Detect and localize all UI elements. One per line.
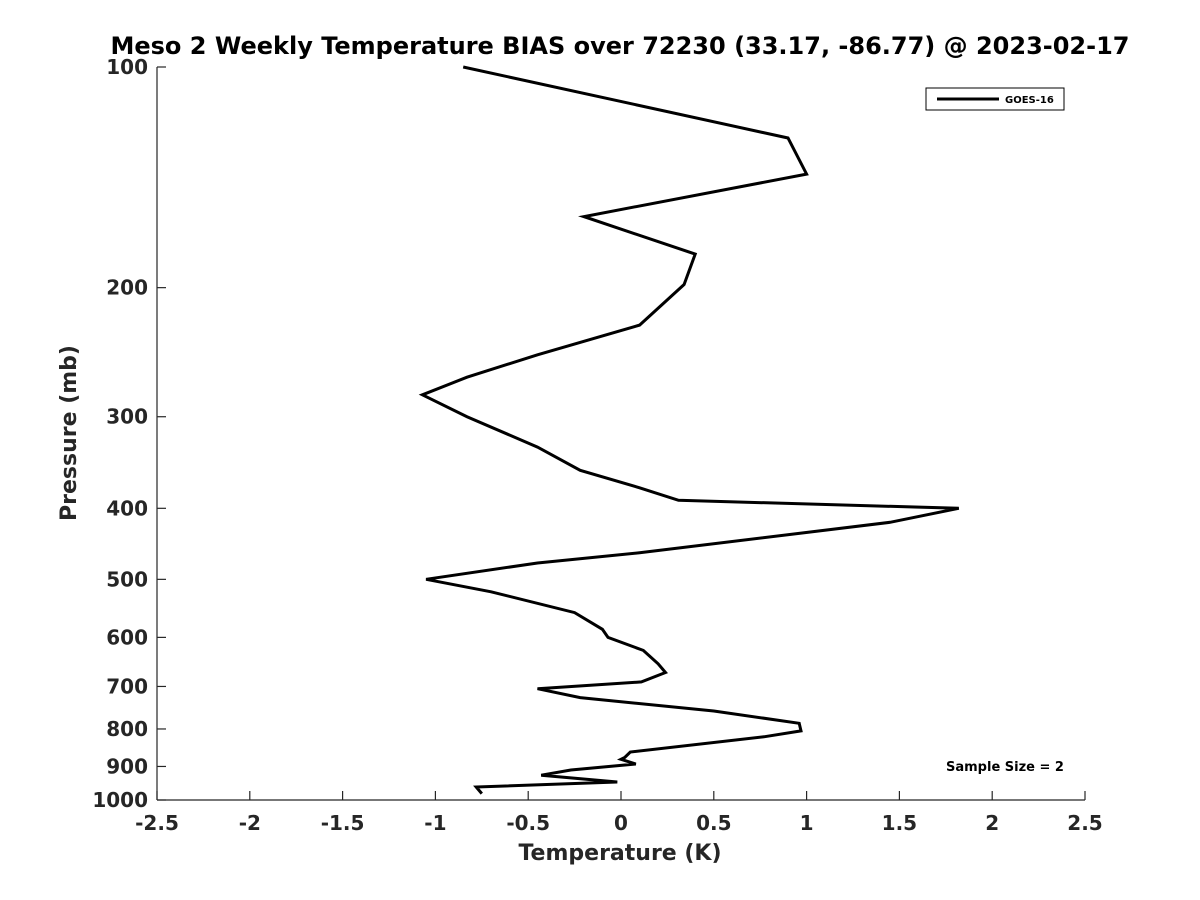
- y-tick-label: 500: [106, 567, 148, 591]
- x-tick-label: -0.5: [506, 811, 550, 835]
- y-tick-label: 700: [106, 674, 148, 698]
- y-axis: 100 200 300 400 500 600 700 800 900 1000: [92, 55, 166, 812]
- y-tick-label: 100: [106, 55, 148, 79]
- x-tick-label: 0: [614, 811, 628, 835]
- x-tick-label: -2: [239, 811, 261, 835]
- y-tick-label: 200: [106, 276, 148, 300]
- x-tick-label: -2.5: [135, 811, 179, 835]
- x-axis-label: Temperature (K): [518, 841, 721, 866]
- legend-label-goes-16: GOES-16: [1005, 95, 1054, 106]
- x-tick-label: 2: [985, 811, 999, 835]
- x-tick-label: -1: [424, 811, 446, 835]
- legend: GOES-16: [925, 87, 1065, 111]
- series-line-goes-16: [418, 65, 960, 795]
- x-axis: -2.5 -2 -1.5 -1 -0.5 0 0.5 1 1.5 2 2.5: [135, 791, 1103, 835]
- x-tick-label: 1.5: [882, 811, 917, 835]
- x-tick-label: -1.5: [321, 811, 365, 835]
- y-tick-label: 600: [106, 625, 148, 649]
- sample-size-annotation: Sample Size = 2: [946, 760, 1064, 775]
- y-tick-label: 400: [106, 496, 148, 520]
- series-layer: [418, 65, 960, 795]
- y-tick-label: 900: [106, 754, 148, 778]
- x-tick-label: 1: [800, 811, 814, 835]
- y-tick-label: 1000: [92, 788, 148, 812]
- chart-title: Meso 2 Weekly Temperature BIAS over 7223…: [110, 32, 1129, 60]
- x-tick-label: 2.5: [1067, 811, 1102, 835]
- x-tick-label: 0.5: [696, 811, 731, 835]
- y-tick-label: 800: [106, 717, 148, 741]
- y-tick-label: 300: [106, 405, 148, 429]
- y-axis-label: Pressure (mb): [57, 345, 82, 521]
